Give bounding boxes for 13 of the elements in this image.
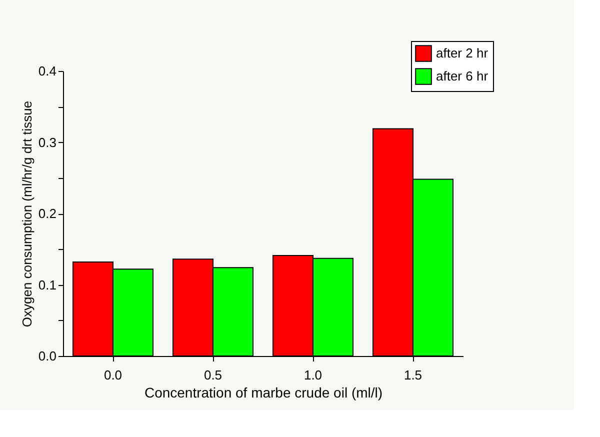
y-axis-title: Oxygen consumption (ml/hr/g drt tissue bbox=[19, 100, 34, 328]
y-tick-label: 0.0 bbox=[38, 348, 56, 364]
x-tick-label: 0.5 bbox=[204, 368, 222, 382]
legend-label: after 6 hr bbox=[436, 68, 489, 84]
x-tick-label: 1.0 bbox=[304, 368, 322, 382]
y-tick-label: 0.2 bbox=[38, 206, 56, 221]
x-tick-label: 1.5 bbox=[404, 368, 422, 382]
legend-label: after 2 hr bbox=[436, 46, 489, 60]
x-axis-title: Concentration of marbe crude oil (ml/l) bbox=[144, 384, 383, 400]
y-tick-label: 0.1 bbox=[38, 277, 56, 292]
x-tick-label: 0.0 bbox=[104, 368, 122, 382]
y-tick-label: 0.3 bbox=[38, 134, 56, 150]
y-tick-label: 0.4 bbox=[38, 64, 56, 78]
